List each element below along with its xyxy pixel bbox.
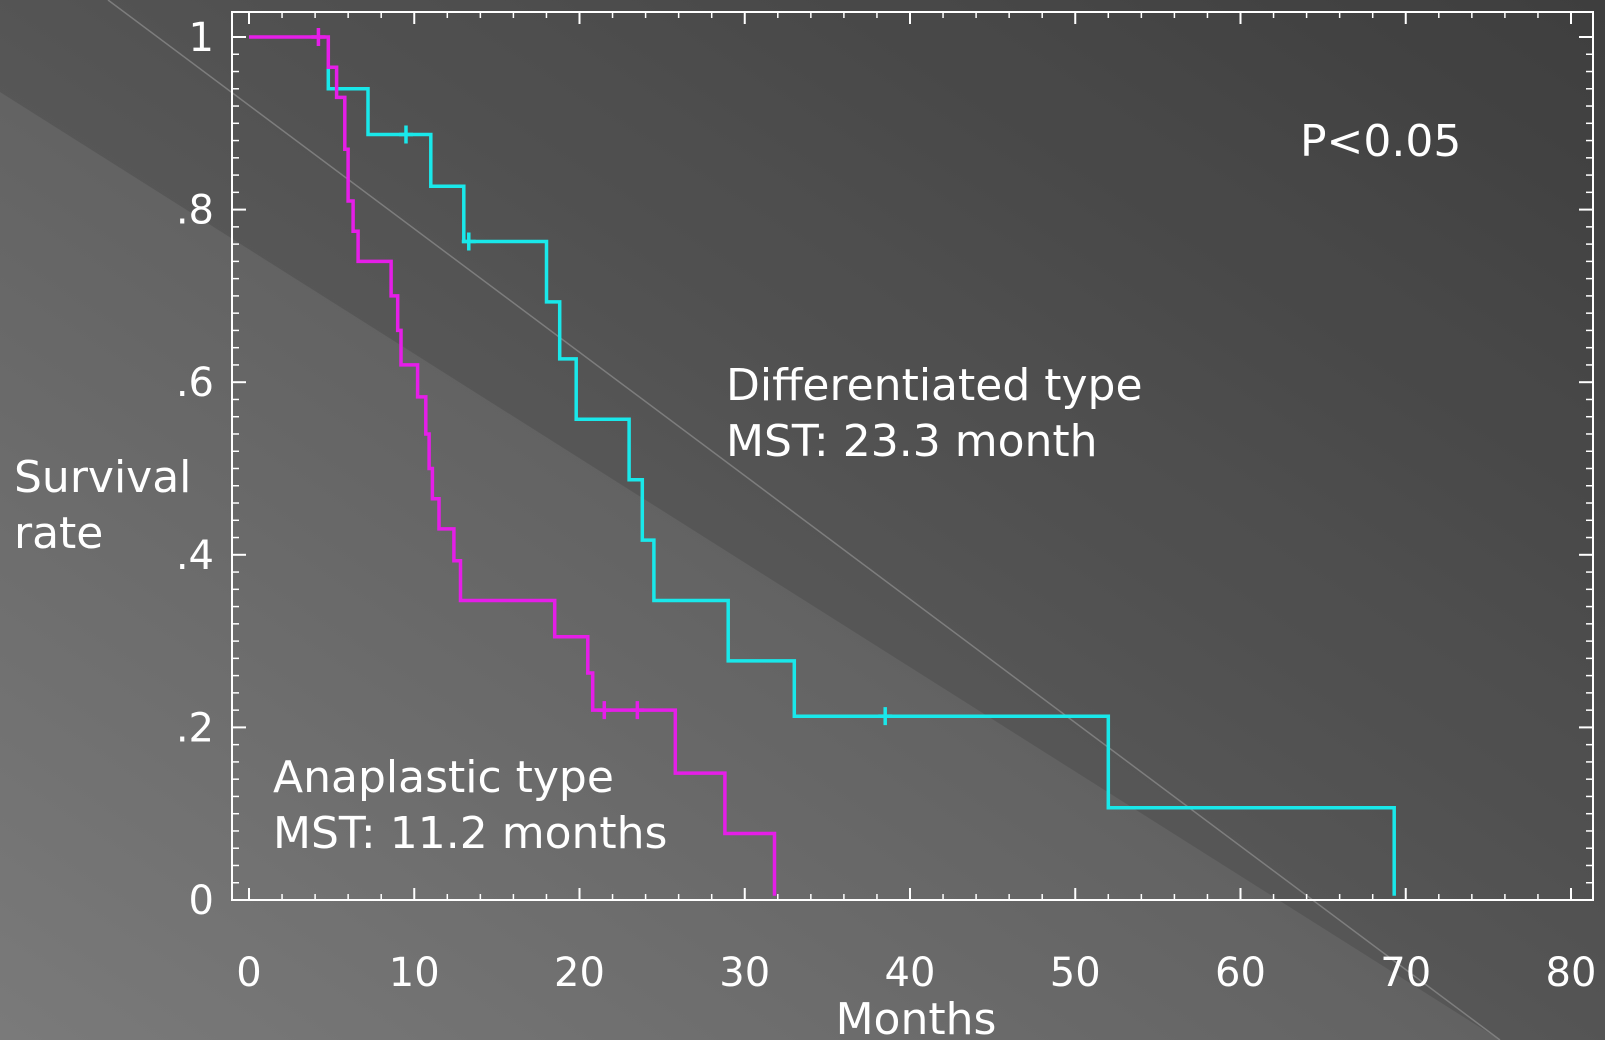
anaplastic-survival-line — [249, 35, 777, 896]
series-lines — [249, 35, 1396, 896]
differentiated-censor-mark — [461, 232, 476, 251]
axes — [231, 11, 1594, 901]
anaplastic-censor-mark — [597, 701, 612, 720]
y-tick-label: .2 — [176, 705, 214, 751]
y-tick-label: 1 — [189, 15, 214, 61]
x-tick-label: 80 — [1546, 950, 1597, 996]
x-tick-label: 70 — [1380, 950, 1431, 996]
differentiated-label-line-2: MST: 23.3 month — [726, 416, 1098, 467]
anaplastic-label-line-2: MST: 11.2 months — [273, 808, 667, 859]
y-tick-label: .6 — [176, 360, 214, 406]
differentiated-survival-line — [326, 67, 1396, 896]
differentiated-label-line-1: Differentiated type — [726, 360, 1143, 411]
y-tick-label: .4 — [176, 533, 214, 579]
y-tick-label: 0 — [189, 878, 214, 924]
x-tick-label: 60 — [1215, 950, 1266, 996]
x-tick-label: 50 — [1050, 950, 1101, 996]
x-tick-label: 40 — [885, 950, 936, 996]
y-axis-ticks: 0 .2 .4 .6 .8 1 — [176, 15, 1593, 924]
censor-marks — [311, 28, 893, 726]
p-value-label: P<0.05 — [1300, 116, 1461, 167]
x-axis-ticks: 0 10 20 30 40 50 60 70 80 — [236, 12, 1596, 996]
anaplastic-censor-mark — [311, 28, 326, 46]
x-tick-label: 10 — [389, 950, 440, 996]
y-tick-label: .8 — [176, 188, 214, 234]
x-tick-label: 30 — [719, 950, 770, 996]
x-axis-title: Months — [836, 994, 997, 1040]
x-tick-label: 20 — [554, 950, 605, 996]
differentiated-censor-mark — [398, 125, 413, 144]
differentiated-censor-mark — [878, 707, 893, 726]
plot-frame — [231, 11, 1594, 901]
anaplastic-label-line-1: Anaplastic type — [273, 752, 614, 803]
y-axis-title-line-1: Survival — [14, 452, 191, 503]
anaplastic-censor-mark — [630, 701, 645, 720]
x-tick-label: 0 — [236, 950, 261, 996]
y-axis-title-line-2: rate — [14, 508, 103, 559]
background-diagonal-line — [107, 0, 1501, 1040]
